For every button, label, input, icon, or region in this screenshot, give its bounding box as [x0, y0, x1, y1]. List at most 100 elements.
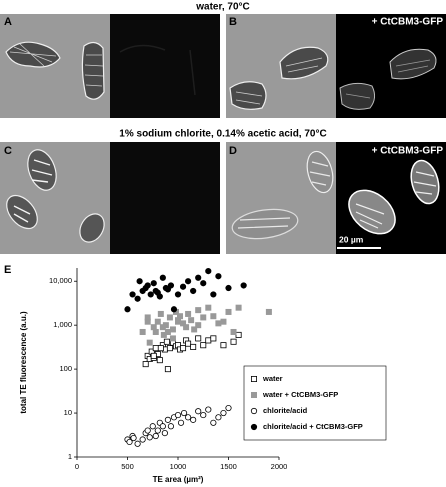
scatter-chart: 1 10 100 1,000 10,000 0 500 1000 1500 2000 TE area…: [19, 268, 387, 484]
cell-image: [5, 41, 105, 100]
point: [220, 342, 227, 349]
y-tick-label: 1: [68, 452, 72, 461]
point: [265, 308, 272, 315]
point: [152, 328, 159, 335]
x-tick-label: 1000: [170, 462, 187, 471]
panel-letter: B: [229, 16, 237, 28]
point: [179, 283, 187, 290]
point: [166, 314, 173, 321]
cell-image: [229, 46, 329, 110]
point: [164, 286, 171, 293]
point: [200, 411, 207, 419]
point: [215, 273, 222, 280]
legend-label: water + CtCBM3-GFP: [262, 390, 338, 399]
point: [159, 324, 166, 331]
point: [136, 278, 143, 285]
scale-bar-label: 20 µm: [339, 234, 364, 244]
point: [144, 427, 151, 434]
x-tick-label: 500: [121, 462, 134, 471]
cell-image: [6, 149, 105, 243]
point: [190, 343, 197, 350]
point: [164, 416, 171, 423]
point: [188, 317, 195, 324]
point: [195, 274, 202, 281]
point: [210, 419, 217, 426]
legend-marker: [250, 375, 257, 382]
point: [154, 318, 161, 325]
point: [200, 342, 207, 349]
point: [167, 423, 175, 430]
point: [124, 306, 131, 313]
point: [152, 345, 159, 352]
point: [126, 438, 133, 446]
point: [210, 313, 217, 320]
y-tick-label: 10,000: [49, 276, 72, 285]
legend-label: water: [262, 374, 283, 383]
point: [205, 406, 212, 413]
point: [174, 317, 181, 324]
point: [180, 409, 188, 417]
point: [142, 361, 149, 368]
point: [185, 278, 192, 285]
point: [195, 335, 202, 342]
point: [157, 310, 164, 317]
point: [134, 295, 141, 302]
point: [129, 291, 136, 298]
point: [215, 414, 222, 421]
point: [152, 432, 159, 440]
point: [230, 328, 237, 335]
point: [220, 409, 227, 417]
point: [235, 331, 242, 338]
panel-letter: A: [4, 16, 12, 28]
point: [174, 291, 182, 298]
point: [177, 419, 185, 426]
row-title: 1% sodium chlorite, 0.14% acetic acid, 7…: [119, 129, 326, 140]
cell-image: [231, 150, 334, 240]
point: [180, 345, 187, 352]
legend-marker: [250, 423, 258, 431]
point: [195, 322, 202, 329]
cell-image: [339, 48, 437, 110]
micrograph: [110, 142, 220, 254]
point: [215, 320, 222, 327]
point: [205, 268, 212, 275]
point: [163, 338, 170, 345]
point: [190, 287, 197, 295]
point: [240, 282, 247, 289]
point: [146, 339, 153, 346]
y-tick-label: 1,000: [53, 320, 72, 329]
point: [225, 308, 232, 315]
legend-marker: [250, 391, 257, 398]
point: [180, 320, 187, 327]
point: [146, 434, 153, 441]
point: [147, 291, 154, 298]
point: [150, 352, 157, 359]
point: [185, 310, 192, 317]
point: [210, 335, 217, 342]
faint-signal: [119, 44, 196, 96]
y-tick-label: 10: [64, 408, 72, 417]
point: [225, 404, 232, 412]
point: [166, 345, 173, 352]
point: [230, 338, 237, 345]
point: [144, 318, 151, 325]
point: [195, 307, 202, 314]
point: [149, 423, 156, 430]
x-tick-label: 1500: [220, 462, 237, 471]
x-tick-label: 0: [75, 462, 79, 471]
y-tick-label: 100: [59, 364, 72, 373]
point: [156, 357, 163, 364]
x-tick-label: 2000: [271, 462, 288, 471]
panel-letter: E: [4, 264, 11, 276]
point: [139, 328, 146, 335]
point: [225, 284, 232, 292]
point: [200, 280, 207, 287]
point: [164, 366, 171, 373]
point: [185, 340, 192, 347]
row-title: water, 70°C: [195, 2, 249, 13]
point: [150, 280, 157, 287]
point: [220, 318, 227, 325]
x-axis-label: TE area (µm²): [153, 475, 204, 484]
point: [205, 304, 212, 311]
point: [139, 436, 146, 443]
